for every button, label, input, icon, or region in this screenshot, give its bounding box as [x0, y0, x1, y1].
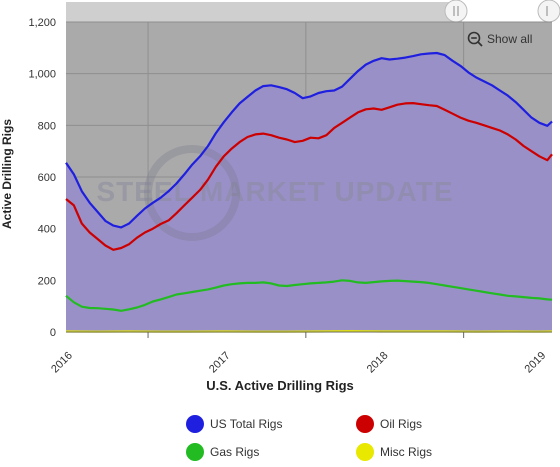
navigator-window [462, 2, 552, 22]
legend-swatch-gas [186, 443, 204, 461]
y-tick-label: 400 [38, 224, 56, 236]
y-tick-label: 1,000 [28, 69, 56, 81]
navigator-handle-right[interactable] [537, 0, 560, 23]
legend-label-misc: Misc Rigs [380, 445, 433, 459]
zoom-out-icon [467, 31, 483, 47]
y-axis-title: Active Drilling Rigs [0, 118, 14, 230]
x-tick-label: 2016 [49, 350, 75, 376]
y-tick-label: 200 [38, 275, 56, 287]
y-tick-label: 1,200 [28, 17, 56, 29]
legend-label-oil: Oil Rigs [380, 417, 423, 431]
legend-swatch-misc [356, 443, 374, 461]
us-total-area [66, 53, 552, 332]
show-all-label: Show all [487, 32, 533, 46]
x-axis-title: U.S. Active Drilling Rigs [206, 378, 354, 393]
legend-label-us-total: US Total Rigs [210, 417, 283, 431]
x-tick-label: 2017 [207, 350, 233, 376]
y-tick-label: 0 [50, 327, 56, 339]
legend-item-misc[interactable]: Misc Rigs [356, 442, 432, 462]
legend-label-gas: Gas Rigs [210, 445, 260, 459]
x-tick-label: 2019 [523, 350, 549, 376]
legend-swatch-us-total [186, 415, 204, 433]
series-line-us-total-rigs [65, 51, 553, 229]
x-tick-label: 2018 [365, 350, 391, 376]
y-tick-label: 600 [38, 172, 56, 184]
y-tick-label: 800 [38, 120, 56, 132]
series-line-oil-rigs [65, 102, 553, 251]
navigator-handle-left[interactable] [444, 0, 468, 23]
show-all-button[interactable]: Show all [467, 30, 532, 48]
legend-item-oil[interactable]: Oil Rigs [356, 414, 422, 434]
watermark-logo-ring [144, 145, 240, 241]
legend-swatch-oil [356, 415, 374, 433]
legend-item-gas[interactable]: Gas Rigs [186, 442, 259, 462]
legend-item-us-total[interactable]: US Total Rigs [186, 414, 282, 434]
navigator-band [66, 2, 552, 22]
series-line-gas-rigs [65, 279, 553, 312]
